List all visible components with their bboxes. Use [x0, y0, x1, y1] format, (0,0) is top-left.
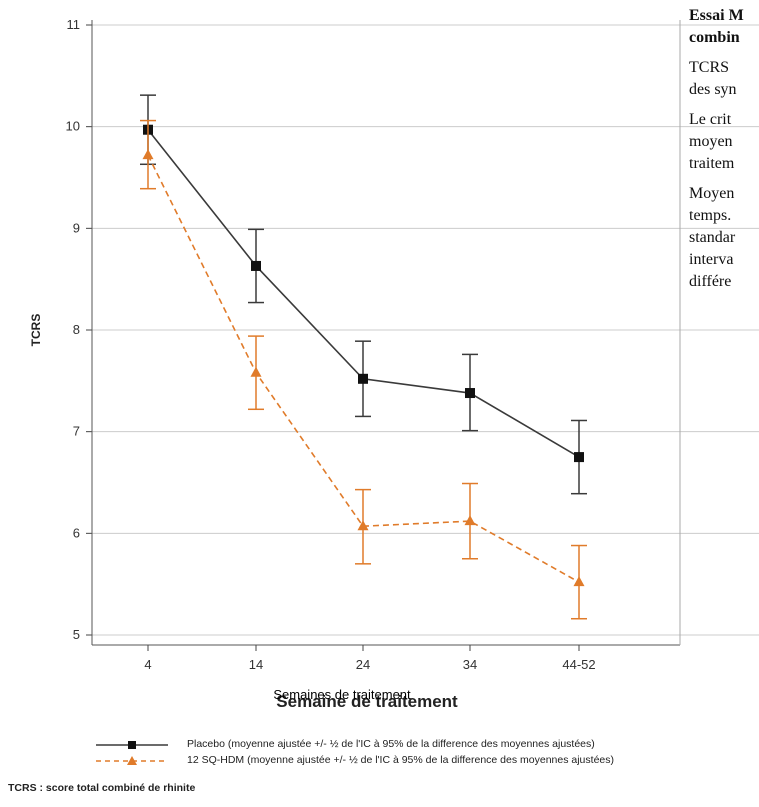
legend-label-hdm: 12 SQ-HDM (moyenne ajustée +/- ½ de l'IC…: [187, 754, 614, 766]
side-text-line: Le crit: [689, 111, 732, 128]
x-tick-labels: 4 14 24 34 44-52: [144, 657, 595, 672]
x-axis-label-overlay: Semaines de traitement: [273, 687, 411, 702]
legend-label-placebo: Placebo (moyenne ajustée +/- ½ de l'IC à…: [187, 738, 595, 750]
side-text-line: différe: [689, 273, 732, 290]
x-tick-label: 34: [463, 657, 477, 672]
y-tick-label: 7: [73, 424, 80, 439]
y-tick-label: 5: [73, 627, 80, 642]
side-text-line: Moyen: [689, 185, 735, 202]
grid-lines: [92, 24, 759, 636]
side-text-line: traitem: [689, 155, 735, 172]
data-point-hdm: [142, 149, 154, 160]
y-tick-labels: 5 6 7 8 9 10 11: [66, 17, 80, 642]
series-hdm: [140, 119, 587, 620]
data-point-placebo: [465, 388, 475, 399]
data-point-placebo: [251, 260, 261, 271]
y-tick-label: 8: [73, 322, 80, 337]
side-text-line: TCRS: [689, 59, 730, 76]
side-text-panel: Essai M combin TCRS des syn Le crit moye…: [689, 0, 759, 293]
y-tick-label: 11: [67, 17, 81, 32]
side-title-line: Essai M: [689, 7, 744, 24]
side-text-line: des syn: [689, 81, 737, 98]
side-title-line: combin: [689, 29, 740, 46]
data-point-placebo: [574, 452, 584, 463]
data-point-hdm: [357, 520, 369, 531]
side-paragraph-3: Moyen temps. standar interva différe: [689, 183, 759, 293]
legend-swatch-placebo: [96, 741, 168, 749]
series-placebo: [140, 94, 587, 495]
data-point-hdm: [250, 366, 262, 377]
side-paragraph-2: Le crit moyen traitem: [689, 109, 759, 175]
y-tick-label: 9: [73, 220, 80, 235]
x-tick-label: 44-52: [562, 657, 595, 672]
side-text-line: interva: [689, 251, 734, 268]
y-axis-label: TCRS: [29, 314, 43, 347]
side-paragraph-1: TCRS des syn: [689, 57, 759, 101]
data-point-placebo: [358, 373, 368, 384]
side-title: Essai M combin: [689, 5, 759, 49]
x-tick-label: 4: [144, 657, 151, 672]
x-tick-label: 24: [356, 657, 370, 672]
axes: [86, 20, 681, 651]
side-text-line: standar: [689, 229, 736, 246]
side-text-line: temps.: [689, 207, 732, 224]
data-point-hdm: [573, 576, 585, 587]
series-layer: [140, 94, 587, 620]
y-tick-label: 10: [66, 119, 80, 134]
x-tick-label: 14: [249, 657, 263, 672]
footnote: TCRS : score total combiné de rhinite: [8, 782, 196, 794]
side-text-line: moyen: [689, 133, 733, 150]
data-point-hdm: [464, 515, 476, 526]
x-axis-label: Semaine de traitement: [276, 692, 458, 711]
legend-swatch-hdm: [96, 756, 168, 765]
y-tick-label: 6: [73, 525, 80, 540]
